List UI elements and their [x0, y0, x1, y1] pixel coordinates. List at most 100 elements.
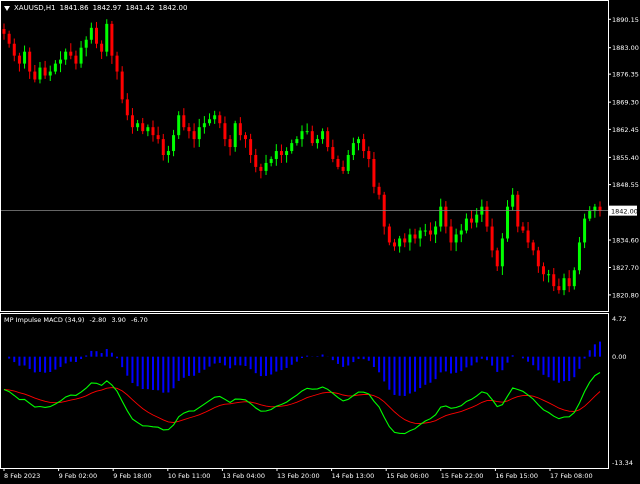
price-tick-label: 1820.80 [612, 291, 639, 299]
candle-body [552, 274, 556, 287]
indicator-value-3: -6.70 [131, 316, 148, 324]
candle-body [305, 131, 309, 133]
symbol-name: XAUUSD,H1 [14, 4, 56, 12]
price-tick-label: 1862.45 [612, 126, 639, 134]
candle-body [120, 71, 124, 100]
price-tick-label: 1855.40 [612, 154, 639, 162]
candle-body [7, 33, 11, 44]
candle-body [28, 51, 32, 72]
time-tick-label: 9 Feb 02:00 [59, 472, 98, 480]
symbol-header: XAUUSD,H1 1841.86 1842.97 1841.42 1842.0… [0, 2, 191, 14]
current-price-box [609, 205, 637, 216]
candle-body [547, 274, 551, 276]
indicator-tick-label: 0.00 [612, 353, 626, 361]
candle-body [439, 206, 443, 227]
candle-body [172, 135, 176, 152]
ohlc-close: 1842.00 [158, 4, 188, 12]
candle-body [69, 51, 73, 56]
candle-body [500, 238, 504, 267]
candle-body [130, 115, 134, 128]
candle-body [336, 158, 340, 167]
candle-body [125, 99, 129, 116]
indicator-value-1: -2.80 [89, 316, 107, 324]
candle-body [269, 158, 273, 163]
candle-body [377, 186, 381, 195]
signal-line-fast [3, 372, 601, 435]
candle-body [177, 115, 181, 136]
candle-body [274, 151, 278, 159]
time-tick-label: 10 Feb 11:00 [168, 472, 211, 480]
candle-body [475, 214, 479, 223]
ohlc-open: 1841.86 [59, 4, 89, 12]
candle-body [572, 270, 576, 287]
candle-body [146, 127, 150, 132]
candle-body [100, 43, 104, 52]
time-tick-label: 16 Feb 15:00 [495, 472, 538, 480]
price-tick-label: 1869.30 [612, 99, 639, 107]
candle-body [506, 206, 510, 239]
indicator-frame [0, 313, 609, 469]
signal-line-slow [3, 387, 601, 424]
candle-body [526, 230, 530, 243]
candle-body [187, 127, 191, 132]
indicator-header: MP Impulse MACD (34,9) -2.80 3.90 -6.70 [4, 315, 151, 325]
candle-body [403, 238, 407, 243]
candle-body [511, 194, 515, 207]
candle-body [156, 135, 160, 140]
indicator-tick-label: -13.34 [612, 459, 633, 467]
candle-body [454, 234, 458, 243]
candle-body [423, 230, 427, 232]
candle-body [459, 230, 463, 235]
candle-body [79, 47, 83, 64]
time-tick-label: 15 Feb 22:00 [441, 472, 484, 480]
price-tick-label: 1876.35 [612, 71, 639, 79]
candle-body [387, 226, 391, 243]
time-tick-label: 8 Feb 2023 [4, 472, 40, 480]
candle-body [310, 131, 314, 144]
candle-body [38, 67, 42, 80]
indicator-value-2: 3.90 [111, 316, 126, 324]
candle-body [428, 230, 432, 235]
candle-body [557, 286, 561, 291]
candle-body [223, 123, 227, 140]
candle-body [598, 206, 602, 211]
candle-body [413, 234, 417, 239]
candle-body [295, 139, 299, 144]
current-price-line: 1842.00 [1, 205, 638, 216]
candle-body [315, 139, 319, 144]
ohlc-high: 1842.97 [92, 4, 122, 12]
candle-body [17, 55, 21, 64]
indicator-tick-label: 4.72 [612, 315, 626, 323]
price-tick-label: 1890.15 [612, 16, 639, 24]
candle-body [254, 155, 258, 167]
candle-body [285, 151, 289, 156]
time-tick-label: 13 Feb 04:00 [222, 472, 265, 480]
candle-body [444, 206, 448, 227]
candle-body [243, 135, 247, 140]
price-tick-label: 1834.60 [612, 237, 639, 245]
candle-body [464, 218, 468, 231]
candle-body [536, 250, 540, 267]
candle-body [562, 278, 566, 291]
time-axis: 8 Feb 2023 9 Feb 02:00 9 Feb 18:00 10 Feb 1… [3, 468, 593, 480]
candle-body [151, 127, 155, 136]
time-tick-label: 13 Feb 20:00 [277, 472, 320, 480]
candle-body [238, 123, 242, 136]
candle-body [372, 158, 376, 187]
candle-body [470, 218, 474, 223]
candle-body [182, 115, 186, 128]
candle-body [398, 238, 402, 247]
dropdown-triangle-icon[interactable] [4, 5, 10, 11]
candle-body [588, 210, 592, 219]
candle-body [259, 166, 263, 171]
candle-body [490, 226, 494, 251]
candle-body [567, 278, 571, 287]
candle-body [321, 131, 325, 140]
candle-body [279, 151, 283, 156]
candle-body [495, 250, 499, 267]
indicator-axis: 4.72 0.00 -13.34 [612, 315, 633, 467]
candle-body [166, 151, 170, 156]
candle-body [434, 226, 438, 235]
